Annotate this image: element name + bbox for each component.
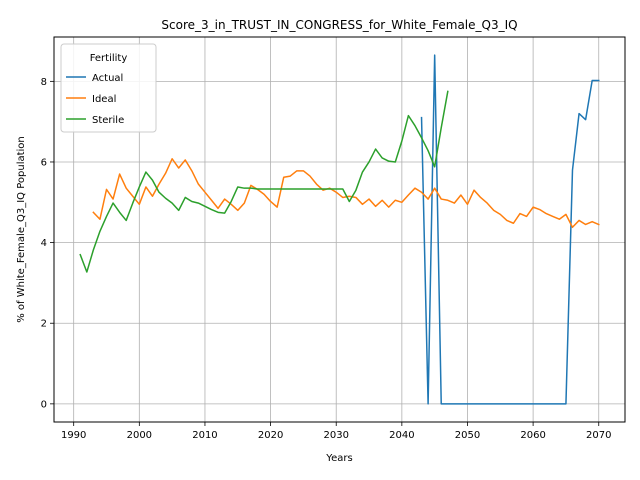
legend-title: Fertility (90, 53, 128, 64)
legend-label-sterile: Sterile (92, 115, 124, 126)
x-tick-label: 1990 (61, 430, 86, 441)
y-tick-label: 8 (41, 77, 47, 88)
x-tick-label: 2060 (520, 430, 545, 441)
series-line-actual (420, 54, 600, 405)
legend: Fertility Actual Ideal Sterile (60, 43, 157, 133)
legend-box (60, 43, 157, 133)
x-tick-label: 2010 (192, 430, 217, 441)
chart-title: Score_3_in_TRUST_IN_CONGRESS_for_White_F… (161, 18, 517, 32)
x-tick-label: 2040 (389, 430, 414, 441)
x-tick-label: 2000 (127, 430, 152, 441)
x-tick-label: 2050 (455, 430, 480, 441)
y-tick-label: 2 (41, 319, 47, 330)
x-axis-title: Years (325, 453, 352, 464)
legend-label-actual: Actual (92, 73, 123, 84)
x-tick-label: 2070 (586, 430, 611, 441)
y-axis-title: % of White_Female_Q3_IQ Population (16, 136, 27, 323)
x-tick-label: 2020 (258, 430, 283, 441)
axis-ticks: 1990 2000 2010 2020 2030 2040 2050 2060 2070 0 2 4 6… (41, 77, 612, 441)
series-line-sterile (79, 90, 449, 273)
y-tick-label: 0 (41, 399, 47, 410)
series-line-ideal (92, 158, 600, 229)
plot-frame (53, 36, 626, 423)
y-tick-label: 6 (41, 157, 47, 168)
series-lines (79, 54, 600, 405)
legend-label-ideal: Ideal (92, 94, 116, 105)
y-tick-label: 4 (41, 238, 47, 249)
x-tick-label: 2030 (323, 430, 348, 441)
